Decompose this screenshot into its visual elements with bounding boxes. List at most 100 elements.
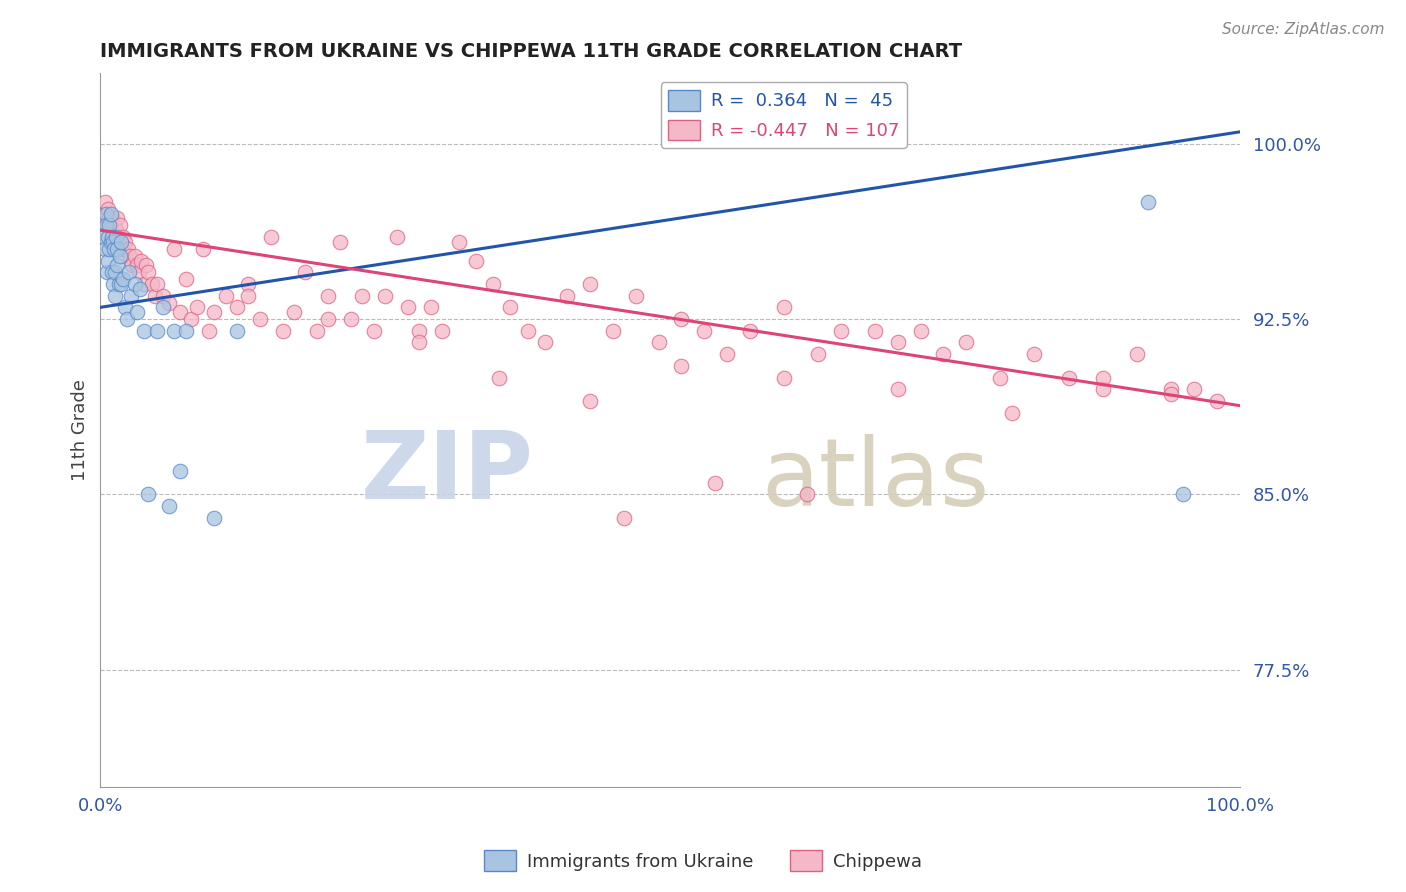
Point [516,324,538,338]
Point [693,324,716,338]
Point [107,277,129,291]
Point [101,235,124,249]
Point [214,288,236,302]
Point [1001,406,1024,420]
Point [146,324,169,338]
Point [132,277,155,291]
Point [716,347,738,361]
Point [101,277,124,291]
Point [385,230,408,244]
Point [1126,347,1149,361]
Point [108,219,131,233]
Point [1091,370,1114,384]
Point [94,219,117,233]
Point [294,265,316,279]
Point [110,235,132,249]
Point [430,324,453,338]
Point [671,312,693,326]
Point [131,253,153,268]
Point [352,288,374,302]
Point [98,219,121,233]
Point [499,301,522,315]
Point [107,211,129,226]
Point [316,312,339,326]
Point [955,335,977,350]
Point [772,370,794,384]
Point [671,359,693,373]
Point [1137,195,1160,210]
Point [887,335,910,350]
Y-axis label: 11th Grade: 11th Grade [72,379,89,481]
Point [186,301,208,315]
Point [249,312,271,326]
Point [120,288,142,302]
Point [114,301,136,315]
Point [143,288,166,302]
Point [124,277,146,291]
Point [101,230,124,244]
Point [107,230,129,244]
Point [316,288,339,302]
Point [125,258,148,272]
Point [136,487,159,501]
Point [108,249,131,263]
Point [226,324,249,338]
Point [738,324,761,338]
Point [100,230,122,244]
Point [121,258,143,272]
Point [533,335,555,350]
Text: IMMIGRANTS FROM UKRAINE VS CHIPPEWA 11TH GRADE CORRELATION CHART: IMMIGRANTS FROM UKRAINE VS CHIPPEWA 11TH… [100,42,963,61]
Point [191,242,214,256]
Legend: R =  0.364   N =  45, R = -0.447   N = 107: R = 0.364 N = 45, R = -0.447 N = 107 [661,82,907,148]
Point [169,464,191,478]
Point [169,305,191,319]
Point [103,219,125,233]
Point [94,195,117,210]
Point [340,312,363,326]
Point [114,235,136,249]
Point [238,277,260,291]
Point [93,230,115,244]
Point [1205,393,1227,408]
Point [408,324,430,338]
Point [374,288,396,302]
Point [110,277,132,291]
Point [100,235,122,249]
Point [136,265,159,279]
Point [557,288,579,302]
Point [910,324,932,338]
Point [579,277,602,291]
Point [97,202,120,216]
Point [93,207,115,221]
Point [129,282,152,296]
Point [180,312,202,326]
Point [863,324,886,338]
Point [117,242,139,256]
Point [704,475,727,490]
Point [329,235,352,249]
Point [1057,370,1080,384]
Point [988,370,1011,384]
Point [104,265,127,279]
Point [128,265,150,279]
Point [118,265,141,279]
Point [488,370,510,384]
Point [1171,487,1194,501]
Point [98,211,121,226]
Point [163,242,186,256]
Point [146,277,169,291]
Point [174,324,197,338]
Point [96,219,118,233]
Point [152,288,174,302]
Point [100,211,122,226]
Point [103,242,125,256]
Point [624,288,647,302]
Point [100,265,122,279]
Point [1024,347,1046,361]
Text: Source: ZipAtlas.com: Source: ZipAtlas.com [1222,22,1385,37]
Point [579,393,602,408]
Point [260,230,283,244]
Point [602,324,624,338]
Point [132,324,155,338]
Point [111,242,134,256]
